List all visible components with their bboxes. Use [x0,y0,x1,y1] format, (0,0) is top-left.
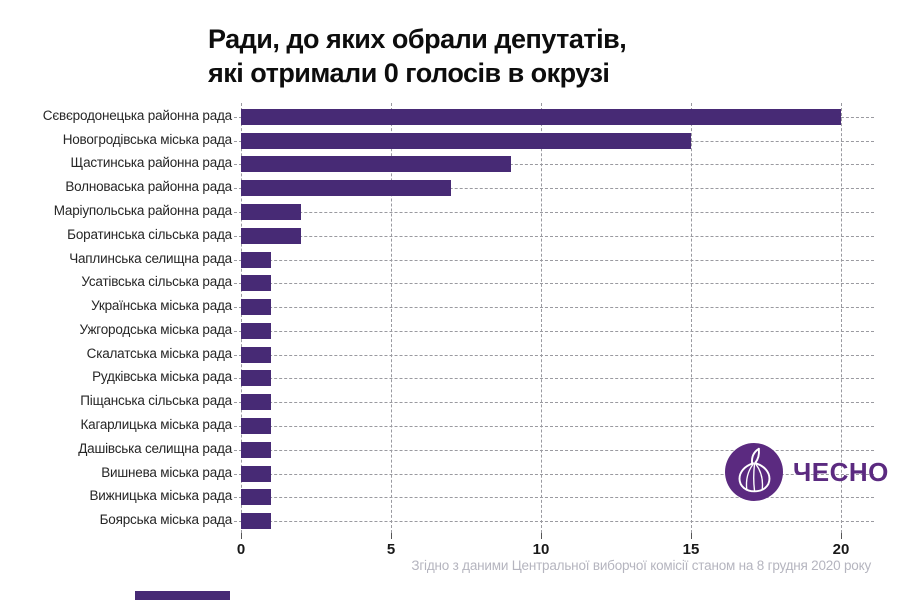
x-gridline [841,103,842,533]
x-tick-label: 15 [682,541,700,558]
chart-title: Ради, до яких обрали депутатів, які отри… [208,22,627,90]
row-gridline [234,426,874,428]
x-gridline [391,103,392,533]
x-gridline [541,103,542,533]
x-axis-tick [241,533,242,539]
row-gridline [234,235,874,237]
category-label: Боярська міська рада [99,512,233,528]
row-gridline [234,330,874,332]
x-tick-label: 5 [386,541,396,558]
category-label: Волноваська районна рада [65,179,232,195]
row-gridline [234,164,874,166]
bar [241,370,271,387]
category-label: Рудківська міська рада [92,369,232,385]
x-tick-label: 10 [532,541,550,558]
row-gridline [234,449,874,451]
category-label: Маріупольська районна рада [53,203,232,218]
x-gridline [691,103,692,533]
bar [241,132,691,149]
x-gridline [241,103,242,533]
bar [241,204,301,220]
bar [241,180,451,197]
bar [241,513,271,530]
category-label: Дашівська селищна рада [78,440,232,456]
row-gridline [234,307,874,309]
category-label: Українська міська рада [91,298,232,314]
bottom-accent-bar [135,591,230,600]
bar [241,346,271,363]
category-label: Піщанська сільська рада [80,393,232,409]
bar [241,418,271,435]
row-gridline [234,212,874,213]
x-tick-label: 20 [832,541,850,558]
bar [241,441,271,458]
bar [241,227,301,244]
bar [241,251,271,268]
bar [241,489,271,506]
x-axis-tick [841,533,842,539]
category-label: Кагарлицька міська рада [80,417,232,433]
category-label: Щастинська районна рада [70,155,232,171]
x-axis-tick [691,533,692,539]
category-label: Скалатська міська рада [86,345,233,361]
chart-title-line1: Ради, до яких обрали депутатів, [208,24,627,54]
row-gridline [234,283,874,285]
category-label: Сєвєродонецька районна рада [42,107,232,123]
chesno-logo-text: ЧЕСНО [793,457,889,487]
row-gridline [234,259,874,261]
category-label: Новогродівська міська рада [62,131,233,147]
row-gridline [234,402,874,404]
category-label: Боратинська сільська рада [67,226,232,242]
category-label: Усатівська сільська рада [81,274,232,290]
row-gridline [234,188,874,190]
bar [241,108,841,125]
category-label: Чаплинська селищна рада [69,250,232,266]
bar [241,275,271,292]
chart-title-line2: які отримали 0 голосів в окрузі [208,58,610,88]
bar [241,322,271,339]
row-gridline [234,473,874,475]
x-axis-tick [391,533,392,539]
bar [241,156,511,173]
garlic-icon [725,443,783,501]
row-gridline [234,354,874,356]
x-axis-tick [541,533,542,539]
row-gridline [234,521,874,523]
row-gridline [234,497,874,499]
bar [241,394,271,411]
category-label: Ужгородська міська рада [79,321,233,337]
row-gridline [234,378,874,380]
chesno-logo: ЧЕСНО [725,443,888,501]
category-label: Вишнева міська рада [101,464,232,480]
category-label: Вижницька міська рада [89,488,232,504]
x-tick-label: 0 [236,541,246,558]
source-caption: Згідно з даними Центральної виборчої ком… [411,558,871,573]
bar [241,465,271,482]
bar [241,299,271,316]
